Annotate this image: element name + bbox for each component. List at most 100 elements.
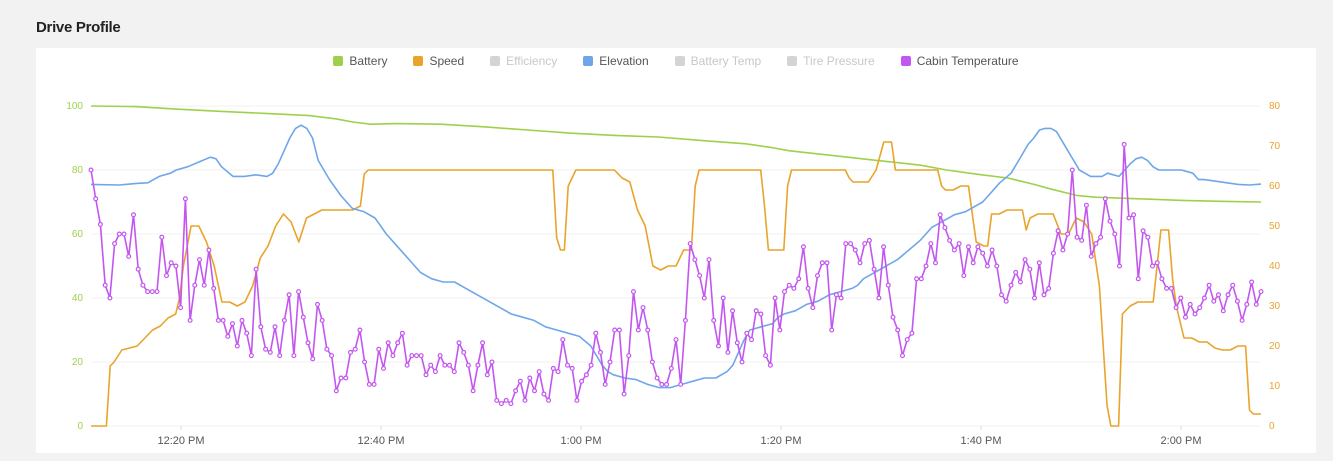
data-point xyxy=(130,212,136,218)
legend-item-tire-pressure[interactable]: Tire Pressure xyxy=(787,54,875,68)
data-point xyxy=(149,289,155,295)
data-point xyxy=(951,247,957,253)
data-point xyxy=(895,327,901,333)
legend-item-speed[interactable]: Speed xyxy=(413,54,464,68)
data-point xyxy=(390,353,396,359)
data-point xyxy=(423,372,429,378)
data-point xyxy=(258,324,264,330)
data-point xyxy=(145,289,151,295)
data-point xyxy=(715,343,721,349)
data-point xyxy=(513,388,519,394)
data-point xyxy=(890,314,896,320)
legend-item-cabin-temperature[interactable]: Cabin Temperature xyxy=(900,54,1019,68)
data-point xyxy=(319,317,325,323)
data-point xyxy=(88,167,94,173)
series-elevation xyxy=(90,124,1262,389)
series-cabin-temperature xyxy=(88,141,1264,407)
legend-label: Efficiency xyxy=(506,54,558,68)
right-tick-label: 60 xyxy=(1269,181,1281,192)
data-point xyxy=(333,388,339,394)
data-point xyxy=(305,340,311,346)
data-point xyxy=(720,295,726,301)
data-point xyxy=(447,362,453,368)
data-point xyxy=(862,241,868,247)
legend-item-efficiency[interactable]: Efficiency xyxy=(490,54,557,68)
data-point xyxy=(602,381,608,387)
data-point xyxy=(220,317,226,323)
data-point xyxy=(362,359,368,365)
x-tick-label: 1:20 PM xyxy=(761,435,802,447)
data-point xyxy=(211,285,217,291)
data-point xyxy=(852,247,858,253)
data-point xyxy=(1215,292,1221,298)
legend-item-battery[interactable]: Battery xyxy=(333,54,387,68)
data-point xyxy=(503,397,509,403)
data-point xyxy=(366,381,372,387)
data-point xyxy=(234,343,240,349)
data-point xyxy=(918,276,924,282)
legend-label: Cabin Temperature xyxy=(916,54,1019,68)
right-tick-label: 30 xyxy=(1269,301,1281,312)
data-point xyxy=(692,257,698,263)
data-point xyxy=(829,327,835,333)
legend-swatch xyxy=(900,56,911,66)
data-point xyxy=(786,282,792,288)
legend-label: Elevation xyxy=(599,54,649,68)
legend-item-elevation[interactable]: Elevation xyxy=(583,54,649,68)
data-point xyxy=(989,247,995,253)
data-point xyxy=(569,365,575,371)
data-point xyxy=(253,266,259,272)
left-tick-label: 40 xyxy=(72,293,84,304)
legend-label: Battery Temp xyxy=(690,54,762,68)
legend-swatch xyxy=(333,56,344,66)
data-point xyxy=(315,301,321,307)
data-point xyxy=(1055,228,1061,234)
data-point xyxy=(744,330,750,336)
data-point xyxy=(541,391,547,397)
left-tick-label: 20 xyxy=(72,357,84,368)
data-point xyxy=(1003,298,1009,304)
data-point xyxy=(810,305,816,311)
data-point xyxy=(814,273,820,279)
data-point xyxy=(555,369,561,375)
legend-item-battery-temp[interactable]: Battery Temp xyxy=(674,54,762,68)
data-point xyxy=(201,282,207,288)
data-point xyxy=(1098,234,1104,240)
data-point xyxy=(272,324,278,330)
data-point xyxy=(93,196,99,202)
data-point xyxy=(371,381,377,387)
data-point xyxy=(885,282,891,288)
left-tick-label: 80 xyxy=(72,165,84,176)
data-point xyxy=(574,397,580,403)
data-point xyxy=(678,381,684,387)
data-point xyxy=(517,378,523,384)
data-point xyxy=(1069,167,1075,173)
data-point xyxy=(942,225,948,231)
data-point xyxy=(527,375,533,381)
left-tick-label: 60 xyxy=(72,229,84,240)
data-point xyxy=(244,330,250,336)
data-point xyxy=(772,295,778,301)
data-point xyxy=(824,260,830,266)
data-point xyxy=(706,257,712,263)
data-point xyxy=(980,250,986,256)
data-point xyxy=(107,295,113,301)
data-point xyxy=(1197,305,1203,311)
x-tick-label: 12:40 PM xyxy=(357,435,404,447)
data-point xyxy=(659,381,665,387)
data-point xyxy=(428,362,434,368)
data-point xyxy=(291,353,297,359)
data-point xyxy=(1230,282,1236,288)
data-point xyxy=(1131,212,1137,218)
data-point xyxy=(965,244,971,250)
data-point xyxy=(687,241,693,247)
data-point xyxy=(866,237,872,243)
data-point xyxy=(281,317,287,323)
data-point xyxy=(215,317,221,323)
data-point xyxy=(1093,241,1099,247)
data-point xyxy=(97,221,103,227)
data-point xyxy=(1036,260,1042,266)
data-point xyxy=(1126,215,1132,221)
data-point xyxy=(796,276,802,282)
